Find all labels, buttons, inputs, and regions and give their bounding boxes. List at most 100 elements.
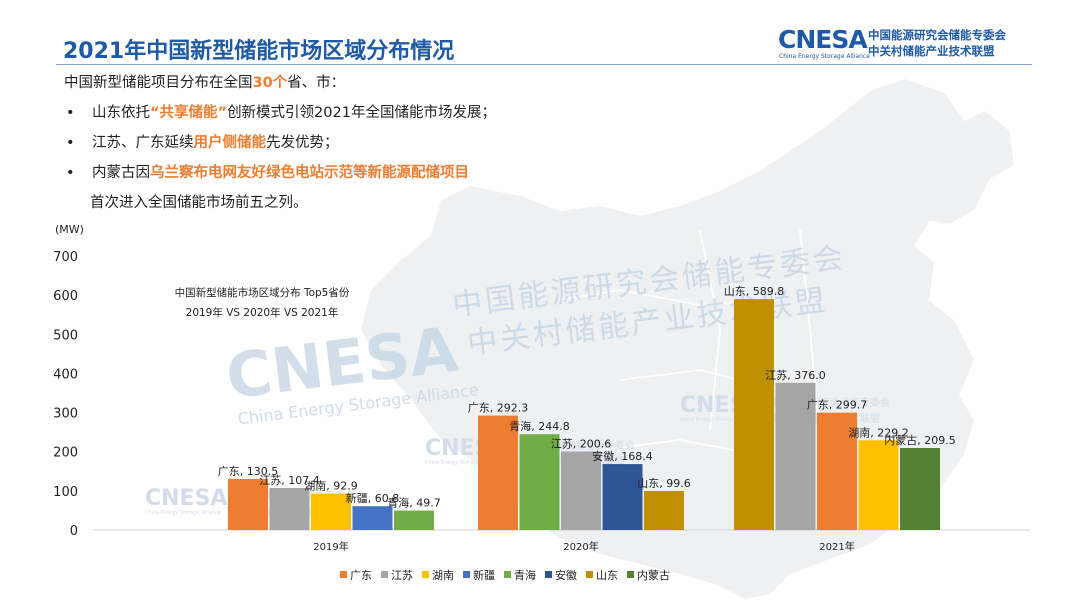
legend-item: 广东 (340, 569, 372, 582)
bar-data-label: 安徽, 168.4 (592, 449, 652, 463)
x-category-label: 2021年 (819, 540, 854, 553)
logo-subtitle: China Energy Storage Alliance (779, 53, 870, 60)
y-tick-label: 500 (53, 328, 78, 343)
bar-data-label: 广东, 299.7 (807, 399, 867, 412)
bullet-text: 山东依托 (92, 105, 150, 121)
legend-label: 青海 (514, 568, 536, 582)
bar-data-label: 内蒙古, 209.5 (884, 433, 955, 447)
bullet-text-suffix: 先发优势； (266, 135, 339, 151)
bar (858, 440, 899, 530)
y-tick-label: 400 (53, 367, 78, 382)
bar (269, 487, 310, 530)
intro-line: 中国新型储能项目分布在全国30个省、市： (64, 72, 496, 102)
bar-data-label: 新疆, 60.8 (346, 491, 400, 505)
legend-swatch (627, 571, 634, 578)
bullet-highlight: 用户侧储能 (193, 135, 267, 151)
bar-group: 广东, 292.3 青海, 244.8 江苏, 200.6安徽, 168.4 山东, … (468, 402, 691, 553)
watermark-small-subtitle: China Energy Storage Alliance (680, 417, 756, 423)
bar-data-label: 江苏, 107.4 (259, 474, 319, 487)
bar-data-label: 湖南, 229.2 (848, 426, 908, 439)
logo-wordmark: CNESA (778, 25, 868, 54)
legend-swatch (422, 571, 429, 578)
legend-swatch (586, 571, 593, 578)
legend-label: 山东 (596, 569, 618, 582)
bullet-text: 江苏、广东延续 (92, 135, 194, 151)
bullet-dot: • (66, 165, 75, 181)
x-category-label: 2020年 (563, 540, 598, 553)
legend-item: 内蒙古 (627, 568, 670, 582)
legend-swatch (463, 571, 470, 578)
bar (817, 412, 857, 530)
chart-title: 中国新型储能市场区域分布 Top5省份 (175, 286, 350, 299)
legend-label: 江苏 (391, 569, 413, 582)
legend-item: 青海 (504, 568, 536, 582)
legend-item: 安徽 (545, 568, 577, 582)
y-tick-label: 100 (53, 485, 78, 500)
logo-org-line2: 中关村储能产业技术联盟 (868, 44, 995, 58)
legend-label: 安徽 (555, 568, 577, 582)
legend-swatch (504, 571, 511, 578)
legend-label: 广东 (350, 569, 372, 582)
bullet-item: • 江苏、广东延续用户侧储能先发优势； (64, 132, 496, 162)
legend: 广东 江苏 湖南 新疆 青海 安徽 山东 内蒙古 (340, 568, 670, 582)
bar-data-label: 青海, 49.7 (387, 496, 441, 510)
watermark-small-logo: CNESA (145, 486, 227, 511)
cnesa-logo: CNESA China Energy Storage Alliance 中国能源… (778, 25, 1028, 61)
bar (311, 493, 351, 530)
logo-org-line1: 中国能源研究会储能专委会 (868, 28, 1006, 42)
bar (561, 451, 601, 530)
intro-text: 中国新型储能项目分布在全国 (64, 75, 253, 91)
bullet-text: 内蒙古因 (92, 165, 150, 181)
bar-data-label: 广东, 292.3 (468, 402, 528, 415)
chart-subtitle: 2019年 VS 2020年 VS 2021年 (186, 306, 339, 319)
page-title: 2021年中国新型储能市场区域分布情况 (63, 39, 455, 64)
legend-item: 山东 (586, 569, 618, 582)
intro-highlight: 30个 (252, 75, 288, 91)
legend-swatch (381, 571, 388, 578)
y-axis-unit: (MW) (55, 223, 84, 236)
bar-data-label: 江苏, 376.0 (765, 369, 825, 382)
bar (602, 464, 643, 530)
legend-label: 湖南 (432, 569, 454, 582)
bar (519, 434, 560, 530)
bar (775, 382, 816, 530)
bullet-highlight: 乌兰察布电网友好绿色电站示范等新能源配储项目 (150, 165, 469, 181)
watermark-small-subtitle: China Energy Storage Alliance (145, 510, 221, 516)
bar (352, 506, 393, 530)
bar (900, 447, 940, 530)
bullet-continuation: 首次进入全国储能市场前五之列。 (90, 195, 308, 211)
legend-label: 新疆 (473, 568, 495, 582)
bar (478, 415, 518, 530)
bullet-highlight: “共享储能” (150, 105, 228, 121)
title-divider (56, 64, 1032, 65)
legend-swatch (545, 571, 552, 578)
bar (394, 510, 434, 530)
y-tick-label: 300 (53, 407, 78, 422)
bar-data-label: 山东, 99.6 (637, 477, 691, 490)
legend-item: 湖南 (422, 569, 454, 582)
y-tick-label: 0 (70, 524, 78, 539)
bars-layer: 广东, 130.5江苏, 107.4湖南, 92.9新疆, 60.8青海, 49… (218, 285, 956, 553)
summary-text: 中国新型储能项目分布在全国30个省、市： • 山东依托“共享储能”创新模式引领20… (64, 72, 496, 222)
legend-item: 新疆 (463, 568, 495, 582)
legend-label: 内蒙古 (637, 568, 670, 582)
bar-data-label: 山东, 589.8 (724, 285, 784, 298)
bullet-text-suffix: 创新模式引领2021年全国储能市场发展； (227, 105, 496, 121)
intro-suffix: 省、市： (287, 75, 346, 91)
x-category-label: 2019年 (313, 540, 348, 553)
y-tick-label: 700 (53, 250, 78, 265)
bar-data-label: 江苏, 200.6 (551, 437, 611, 450)
bullet-dot: • (66, 135, 75, 151)
bar-data-label: 青海, 244.8 (509, 419, 569, 433)
bar-group: 广东, 130.5江苏, 107.4湖南, 92.9新疆, 60.8青海, 49… (218, 465, 441, 553)
y-tick-label: 600 (53, 289, 78, 304)
legend-swatch (340, 571, 347, 578)
bar-data-label: 湖南, 92.9 (304, 480, 358, 493)
bar (644, 491, 684, 530)
bar (734, 299, 774, 530)
watermark-small-subtitle: China Energy Storage Alliance (425, 460, 501, 466)
y-tick-label: 200 (53, 446, 78, 461)
bullet-item: • 山东依托“共享储能”创新模式引领2021年全国储能市场发展； (64, 102, 496, 132)
bar-data-label: 广东, 130.5 (218, 465, 278, 478)
